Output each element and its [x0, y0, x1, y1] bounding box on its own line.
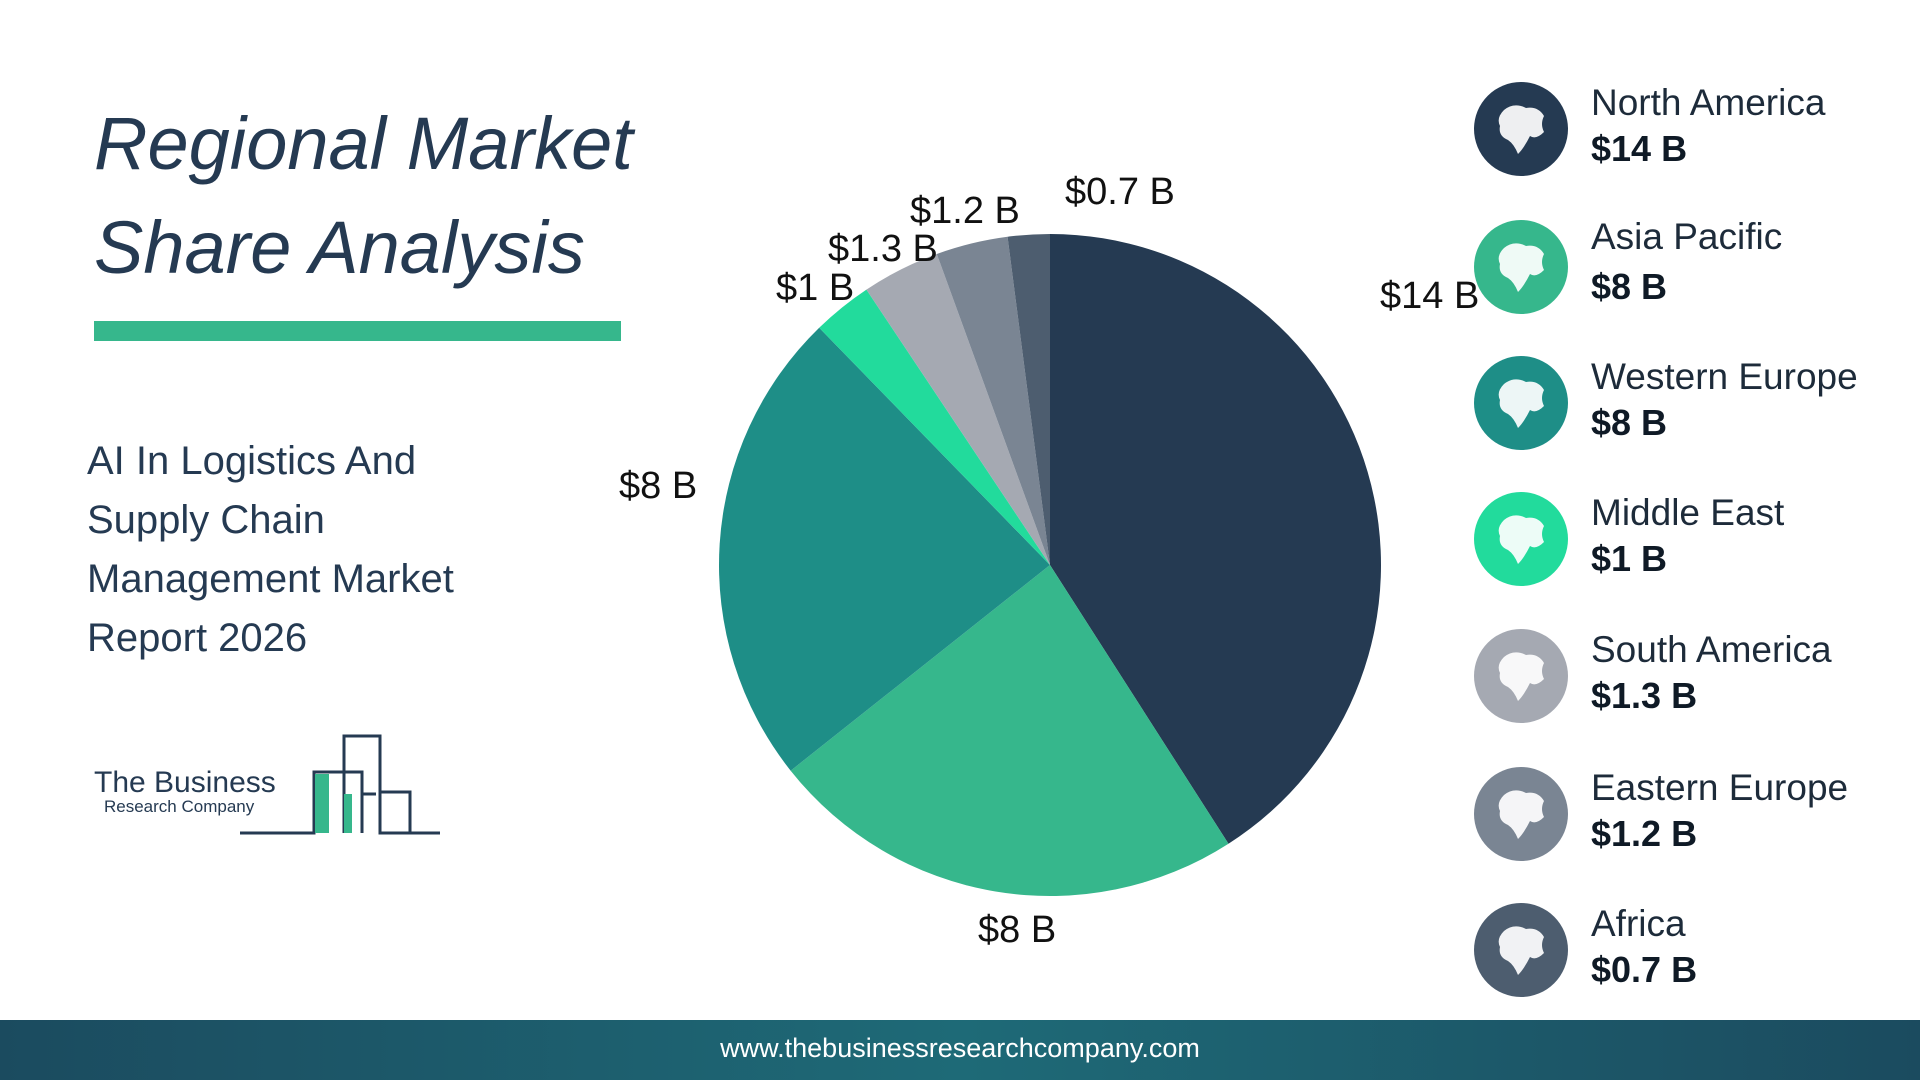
page-title: Regional Market Share Analysis — [94, 102, 633, 289]
africa-map-icon — [1474, 903, 1568, 997]
legend-region-name: Western Europe — [1591, 356, 1858, 397]
pie-slice-south-america — [866, 253, 1050, 566]
legend-region-value: $8 B — [1591, 266, 1668, 307]
logo-buildings — [240, 734, 440, 835]
pie-label-south-america: $1.3 B — [828, 228, 938, 270]
legend-region-value: $8 B — [1591, 402, 1668, 443]
legend-region-name: Eastern Europe — [1591, 767, 1849, 808]
pie-label-middle-east: $1 B — [776, 267, 854, 309]
pie-slices — [719, 234, 1381, 896]
legend-item-asia-pacific: Asia Pacific $8 B — [1470, 216, 1910, 320]
pie-slice-middle-east — [819, 289, 1050, 565]
legend-region-name: Asia Pacific — [1591, 216, 1783, 257]
pie-label-africa: $0.7 B — [1065, 171, 1175, 213]
legend-region-name: North America — [1591, 82, 1826, 123]
logo-accent-bar — [315, 774, 329, 833]
pie-label-asia-pacific: $8 B — [978, 909, 1056, 951]
legend-region-value: $1.3 B — [1591, 675, 1698, 716]
legend-item-middle-east: Middle East $1 B — [1470, 492, 1910, 592]
pie-label-north-america: $14 B — [1380, 275, 1479, 317]
legend-item-africa: Africa $0.7 B — [1470, 903, 1910, 1003]
western-europe-map-icon — [1474, 356, 1568, 450]
legend-region-name: Middle East — [1591, 492, 1785, 533]
footer-bar: www.thebusinessresearchcompany.com — [0, 1020, 1920, 1080]
pie-label-western-europe: $8 B — [619, 465, 697, 507]
pie-slice-africa — [1007, 234, 1050, 565]
north-america-map-icon — [1474, 82, 1568, 176]
report-subtitle: AI In Logistics And Supply Chain Managem… — [87, 439, 454, 660]
logo-line1: The Business — [94, 766, 276, 799]
legend-item-western-europe: Western Europe $8 B — [1470, 356, 1910, 456]
pie-slice-eastern-europe — [936, 236, 1050, 565]
south-america-map-icon — [1474, 629, 1568, 723]
pie-chart: $14 B $8 B $8 B $1 B$1.3 B$1.2 B $0.7 B — [619, 171, 1479, 951]
legend-region-value: $0.7 B — [1591, 949, 1698, 990]
legend-region-value: $14 B — [1591, 128, 1688, 169]
company-logo: The Business Research Company — [94, 734, 440, 835]
pie-slice-western-europe — [719, 327, 1050, 771]
asia-pacific-map-icon — [1474, 220, 1568, 314]
middle-east-map-icon — [1474, 492, 1568, 586]
logo-accent-bar-2 — [344, 794, 352, 833]
pie-labels: $14 B $8 B $8 B $1 B$1.3 B$1.2 B $0.7 B — [619, 171, 1479, 951]
eastern-europe-map-icon — [1474, 767, 1568, 861]
legend-region-name: Africa — [1591, 903, 1686, 944]
pie-slice-asia-pacific — [790, 565, 1229, 896]
pie-slice-north-america — [1050, 234, 1381, 844]
legend-item-eastern-europe: Eastern Europe $1.2 B — [1470, 767, 1910, 867]
legend-item-north-america: North America $14 B — [1470, 82, 1910, 182]
footer-url[interactable]: www.thebusinessresearchcompany.com — [720, 1033, 1200, 1063]
legend-region-value: $1 B — [1591, 538, 1668, 579]
pie-label-eastern-europe: $1.2 B — [910, 190, 1020, 232]
title-underline — [94, 321, 621, 341]
legend-item-south-america: South America $1.3 B — [1470, 629, 1910, 729]
legend-region-value: $1.2 B — [1591, 813, 1698, 854]
logo-line2: Research Company — [104, 797, 255, 816]
legend-region-name: South America — [1591, 629, 1832, 670]
